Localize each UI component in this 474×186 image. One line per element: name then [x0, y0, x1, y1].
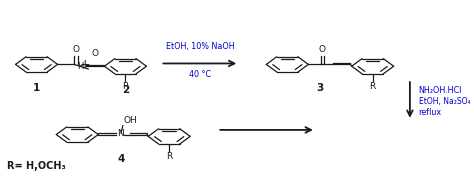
- Text: N: N: [118, 129, 124, 138]
- Text: R= H,OCH₃: R= H,OCH₃: [7, 161, 66, 171]
- Text: NH₂OH.HCl: NH₂OH.HCl: [419, 86, 462, 95]
- Text: H: H: [77, 62, 83, 71]
- Text: 2: 2: [122, 85, 129, 95]
- Text: OH: OH: [124, 116, 137, 125]
- Text: O: O: [92, 49, 99, 58]
- Text: 40 °C: 40 °C: [189, 70, 211, 79]
- Text: O: O: [73, 45, 80, 54]
- Text: R: R: [166, 152, 173, 161]
- Text: R: R: [370, 82, 376, 91]
- Text: O: O: [319, 45, 326, 54]
- Text: 4: 4: [118, 154, 125, 163]
- Text: reflux: reflux: [419, 108, 442, 117]
- Text: 1: 1: [33, 83, 40, 93]
- Text: EtOH, Na₂SO₄: EtOH, Na₂SO₄: [419, 97, 470, 106]
- Text: 3: 3: [317, 83, 324, 93]
- Text: R: R: [122, 82, 128, 91]
- Text: EtOH, 10% NaOH: EtOH, 10% NaOH: [165, 41, 234, 51]
- Text: +: +: [80, 58, 90, 71]
